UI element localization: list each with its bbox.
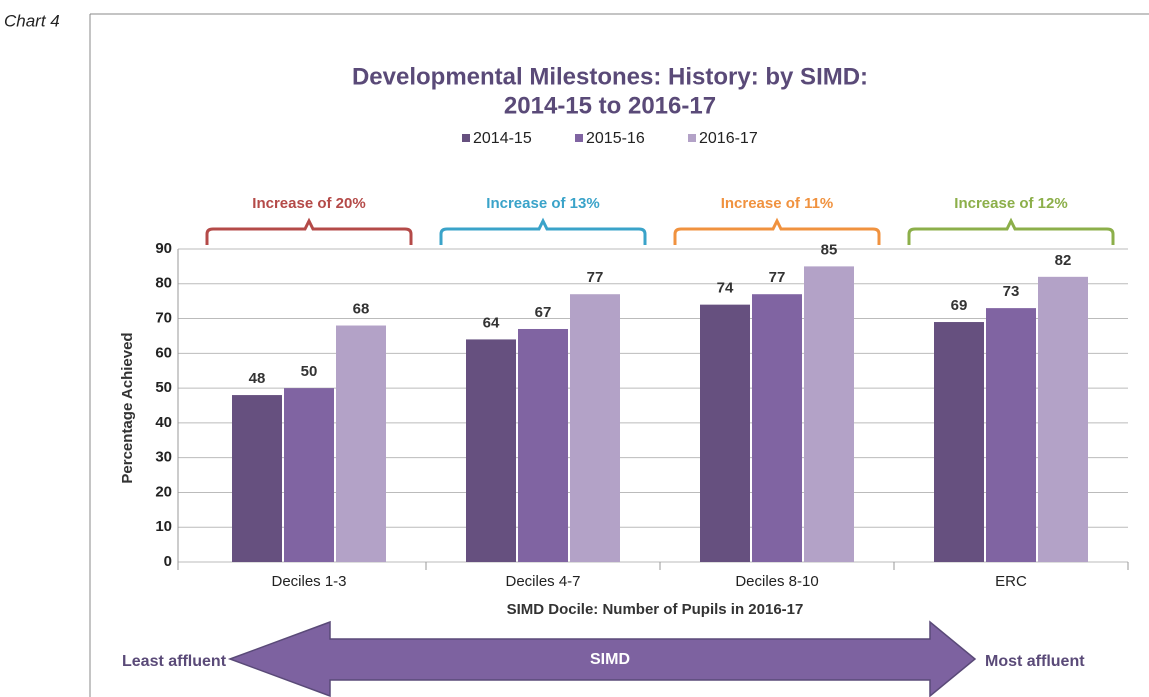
annotation-bracket [907,217,1115,245]
annotation-bracket [673,217,881,245]
y-tick-label: 80 [155,275,172,292]
bar [986,308,1036,562]
simd-arrow [227,620,977,697]
legend-label: 2016-17 [699,130,758,147]
bar [804,266,854,562]
legend-swatch [462,134,470,142]
x-tick-label: Deciles 1-3 [271,573,346,590]
y-tick-label: 20 [155,483,172,500]
y-tick-label: 50 [155,379,172,396]
x-tick-label: Deciles 8-10 [735,573,818,590]
legend-swatch [575,134,583,142]
arrow-right-label: Most affluent [985,653,1085,670]
value-label: 74 [717,280,734,297]
bar [934,322,984,562]
bar [336,325,386,562]
legend-swatch [688,134,696,142]
legend-label: 2015-16 [586,130,645,147]
annotation: Increase of 12% [954,195,1067,212]
bar [570,294,620,562]
bar [1038,276,1088,562]
y-tick-label: 40 [155,414,172,431]
annotation-bracket [439,217,647,245]
value-label: 50 [301,363,318,380]
y-tick-label: 90 [155,240,172,257]
value-label: 77 [587,269,604,286]
value-label: 48 [249,370,266,387]
arrow-left-label: Least affluent [122,653,227,670]
x-axis-title: SIMD Docile: Number of Pupils in 2016-17 [507,601,804,618]
arrow-center-label: SIMD [590,651,630,668]
bar [752,294,802,562]
value-label: 85 [821,241,838,258]
value-label: 77 [769,269,786,286]
value-label: 67 [535,304,552,321]
y-axis-title: Percentage Achieved [119,332,136,483]
bar [284,388,334,562]
y-tick-label: 10 [155,518,172,535]
chart-title: Developmental Milestones: History: by SI… [352,63,868,90]
y-tick-label: 30 [155,449,172,466]
value-label: 68 [353,300,370,317]
bar [700,304,750,562]
annotation: Increase of 20% [252,195,365,212]
bar [518,328,568,562]
value-label: 69 [951,297,968,314]
y-tick-label: 70 [155,310,172,327]
x-tick-label: ERC [995,573,1027,590]
bar [466,339,516,562]
bar [232,395,282,562]
x-tick-label: Deciles 4-7 [505,573,580,590]
value-label: 82 [1055,252,1072,269]
annotation: Increase of 13% [486,195,599,212]
legend-label: 2014-15 [473,130,532,147]
value-label: 73 [1003,283,1020,300]
annotation: Increase of 11% [721,195,834,212]
chart-title: 2014-15 to 2016-17 [504,92,716,119]
caption: Chart 4 [4,11,60,30]
y-tick-label: 0 [164,553,172,570]
annotation-bracket [205,217,413,245]
y-tick-label: 60 [155,344,172,361]
value-label: 64 [483,314,500,331]
